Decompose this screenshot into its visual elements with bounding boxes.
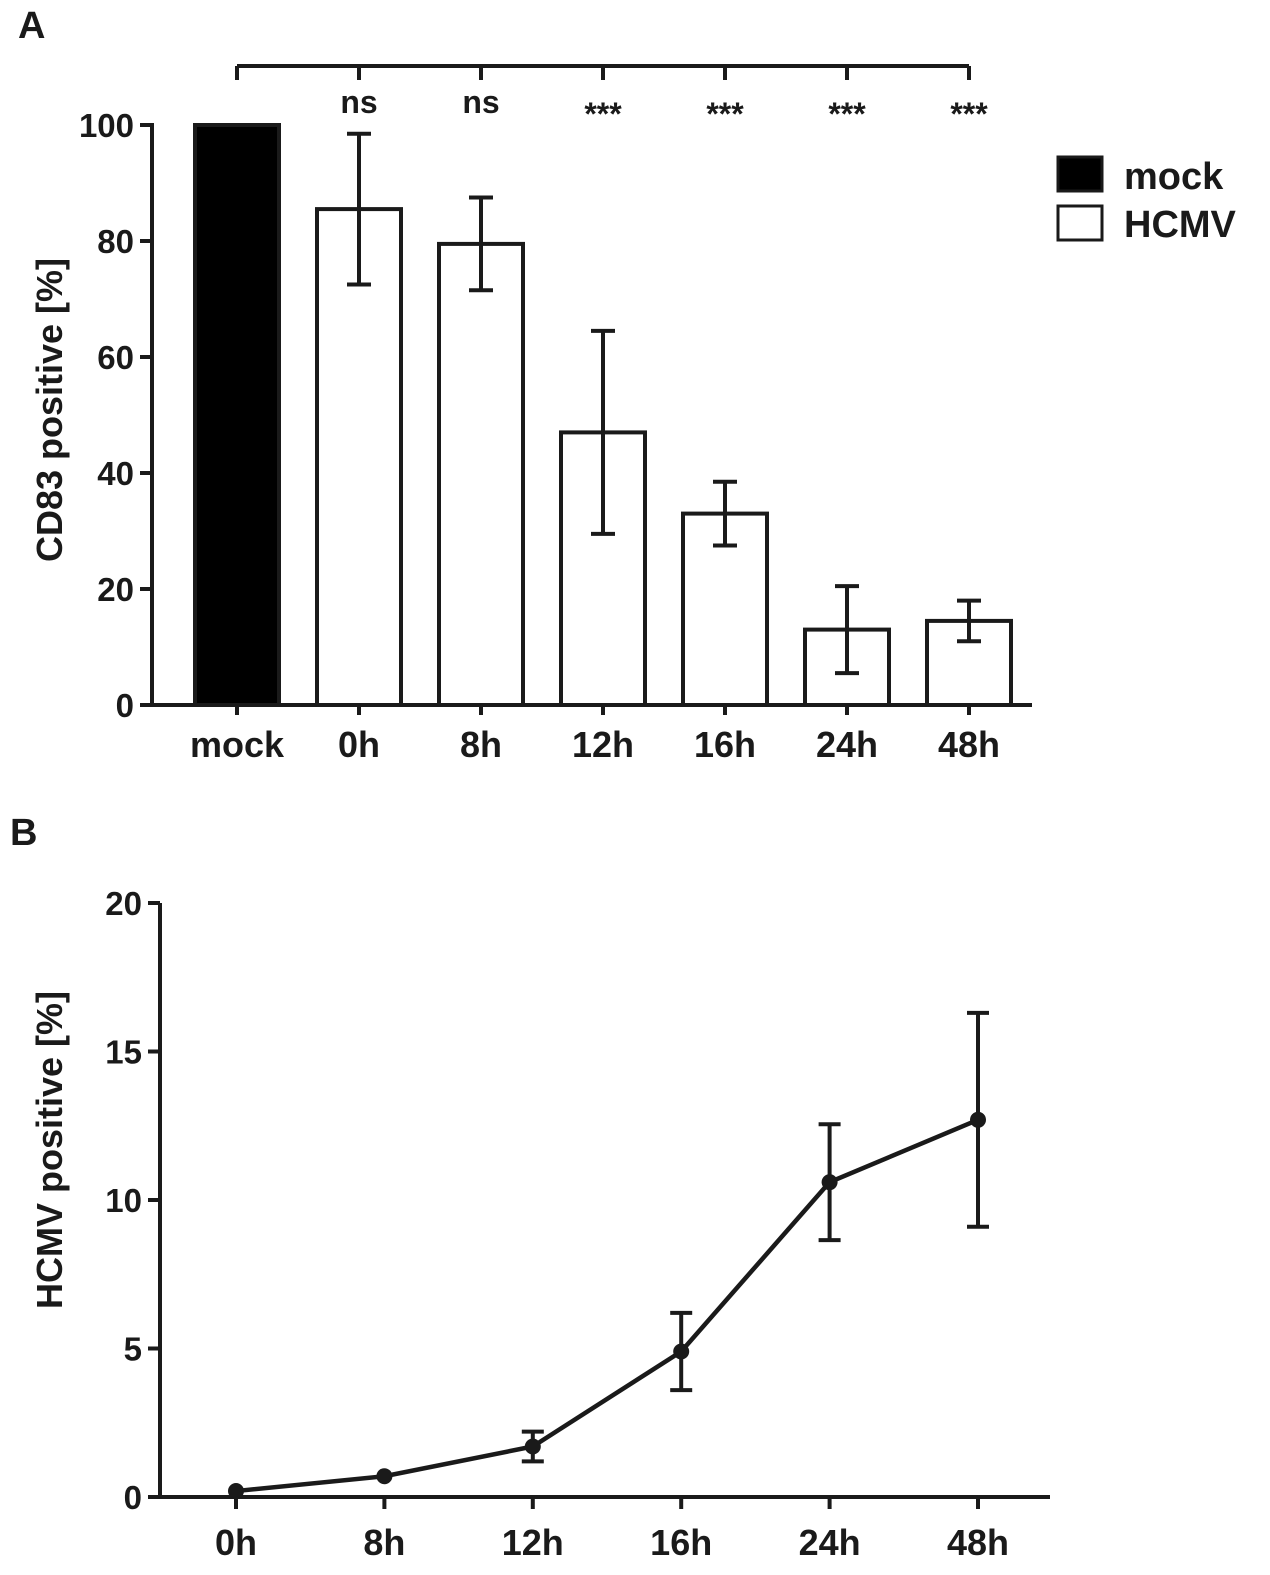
line-chart-b: 0 5 10 15 20 0h 8h 12h 16h 24h 48h bbox=[105, 885, 1050, 1563]
x-tick-label-8h: 8h bbox=[460, 724, 502, 765]
y-tick-label-a: 20 bbox=[97, 571, 134, 608]
x-tick-label-16h: 16h bbox=[650, 1522, 712, 1563]
data-point-16h bbox=[673, 1343, 690, 1360]
x-tick-label-16h: 16h bbox=[694, 724, 756, 765]
data-point-48h bbox=[970, 1111, 986, 1128]
x-tick-label-48h: 48h bbox=[947, 1522, 1009, 1563]
y-tick-label-b: 15 bbox=[105, 1034, 142, 1071]
y-tick-label-b: 5 bbox=[124, 1331, 142, 1368]
bar-mock bbox=[193, 123, 281, 707]
y-tick-label-a: 60 bbox=[97, 339, 134, 376]
y-tick-label-b: 20 bbox=[105, 885, 142, 922]
bar-8h bbox=[437, 241, 525, 707]
bar-12h bbox=[559, 430, 647, 707]
legend-a: mock HCMV bbox=[1056, 155, 1237, 246]
y-axis-title-a: CD83 positive [%] bbox=[29, 258, 70, 562]
x-tick-label-0h: 0h bbox=[338, 724, 380, 765]
panel-label-b: B bbox=[10, 812, 37, 854]
significance-label-16h: *** bbox=[706, 96, 744, 132]
series-line-hcmv bbox=[235, 1117, 979, 1494]
data-point-12h bbox=[524, 1438, 541, 1455]
y-tick-label-b: 0 bbox=[124, 1479, 142, 1516]
significance-label-24h: *** bbox=[828, 96, 866, 132]
y-tick-label-b: 10 bbox=[105, 1182, 142, 1219]
x-tick-label-24h: 24h bbox=[816, 724, 878, 765]
significance-label-8h: ns bbox=[462, 84, 499, 120]
x-tick-label-mock: mock bbox=[190, 724, 285, 765]
legend-swatch-mock bbox=[1056, 155, 1104, 193]
panel-label-a: A bbox=[18, 5, 45, 47]
legend-label-hcmv: HCMV bbox=[1124, 204, 1237, 246]
y-axis-title-b: HCMV positive [%] bbox=[29, 991, 70, 1309]
data-point-8h bbox=[376, 1468, 393, 1485]
x-tick-label-12h: 12h bbox=[572, 724, 634, 765]
x-tick-label-24h: 24h bbox=[799, 1522, 861, 1563]
data-point-24h bbox=[821, 1174, 838, 1191]
x-tick-label-48h: 48h bbox=[938, 724, 1000, 765]
y-tick-label-a: 40 bbox=[97, 455, 134, 492]
y-tick-label-a: 80 bbox=[97, 223, 134, 260]
x-tick-label-8h: 8h bbox=[363, 1522, 405, 1563]
legend-label-mock: mock bbox=[1124, 156, 1224, 198]
y-tick-label-a: 100 bbox=[79, 107, 134, 144]
significance-label-48h: *** bbox=[950, 96, 988, 132]
data-point-0h bbox=[228, 1483, 244, 1500]
bar-chart-a: 0 20 40 60 80 100 mock 0h 8h 12h 16h 24h 48h ns ns *** *… bbox=[79, 64, 1032, 765]
x-tick-label-12h: 12h bbox=[502, 1522, 564, 1563]
significance-label-12h: *** bbox=[584, 96, 622, 132]
x-tick-label-0h: 0h bbox=[215, 1522, 257, 1563]
significance-label-0h: ns bbox=[340, 84, 377, 120]
legend-swatch-hcmv bbox=[1056, 204, 1104, 242]
y-tick-label-a: 0 bbox=[116, 687, 134, 724]
